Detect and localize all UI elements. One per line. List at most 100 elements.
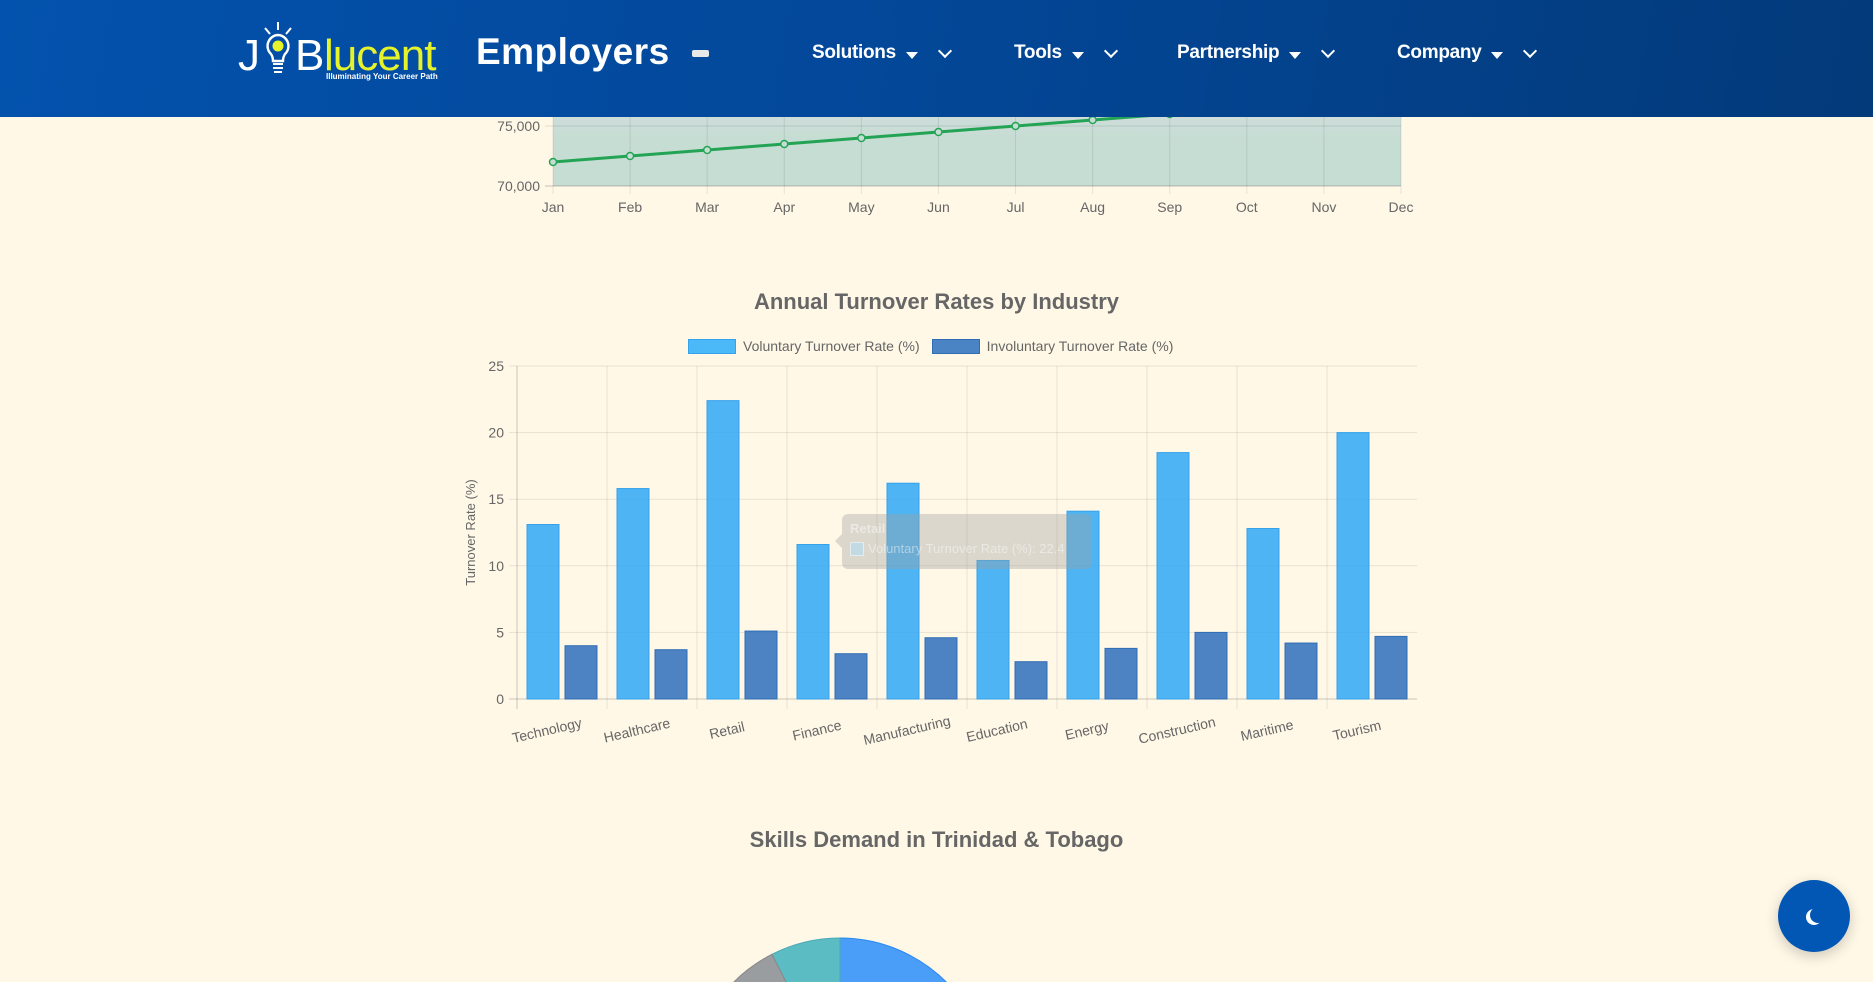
bar-involuntary[interactable] xyxy=(834,653,868,700)
dark-mode-toggle[interactable] xyxy=(1778,880,1850,952)
line-point xyxy=(934,127,943,137)
bar-voluntary[interactable] xyxy=(616,488,650,700)
logo-letter-j: J xyxy=(238,31,260,80)
y-axis-label: Turnover Rate (%) xyxy=(463,479,478,585)
x-tick-label: Healthcare xyxy=(602,715,672,746)
x-tick-label: Jun xyxy=(927,199,950,215)
x-tick-label: Construction xyxy=(1137,713,1217,746)
bar-involuntary[interactable] xyxy=(1194,631,1228,700)
bar-involuntary[interactable] xyxy=(564,645,598,700)
nav-company[interactable]: Company xyxy=(1397,41,1538,65)
chevron-down-icon[interactable] xyxy=(1523,43,1538,59)
line-series xyxy=(552,106,1247,164)
x-tick-label: Technology xyxy=(511,714,584,746)
x-tick-label: Oct xyxy=(1236,199,1258,215)
nav-partnership-label: Partnership xyxy=(1177,42,1280,63)
x-tick-label: Retail xyxy=(708,718,746,742)
bar-voluntary[interactable] xyxy=(1336,432,1370,700)
caret-down-icon xyxy=(1289,51,1302,59)
x-tick-label: Jan xyxy=(542,199,565,215)
bar-involuntary[interactable] xyxy=(744,630,778,700)
x-tick-label: Nov xyxy=(1311,199,1336,215)
tooltip-body: Voluntary Turnover Rate (%): 22.4 xyxy=(850,541,1065,556)
logo-tagline: Illuminating Your Career Path xyxy=(326,72,438,81)
nav-tools-label: Tools xyxy=(1014,42,1062,63)
turnover-bar-chart: 0 5 10 15 20 25 Turnover Rate (%) Technology Hea… xyxy=(463,358,1417,748)
x-tick-label: Dec xyxy=(1389,199,1414,215)
caret-down-icon xyxy=(1071,51,1084,59)
bar-voluntary[interactable] xyxy=(796,543,830,700)
page-section-title: Employers xyxy=(476,31,670,72)
chevron-down-icon[interactable] xyxy=(937,43,952,59)
logo-wordmark: lucent xyxy=(324,31,436,80)
turnover-chart-legend: Voluntary Turnover Rate (%) Involuntary … xyxy=(688,338,1185,354)
y-tick-label: 25 xyxy=(488,358,504,374)
bar-involuntary[interactable] xyxy=(1014,661,1048,700)
chevron-down-icon[interactable] xyxy=(1321,43,1336,59)
site-header: J B lucent Illuminating Your Career Path… xyxy=(0,0,1873,117)
bar-voluntary[interactable] xyxy=(1066,510,1100,700)
bar-voluntary[interactable] xyxy=(1246,528,1280,700)
x-tick-label: May xyxy=(848,199,874,215)
bar-involuntary[interactable] xyxy=(1374,635,1408,700)
line-point xyxy=(857,133,866,143)
bar-involuntary[interactable] xyxy=(1104,647,1138,700)
nav-tools[interactable]: Tools xyxy=(1014,41,1118,65)
chevron-down-icon[interactable] xyxy=(1103,43,1118,59)
legend-label-voluntary: Voluntary Turnover Rate (%) xyxy=(743,338,920,354)
pie-slice xyxy=(839,937,947,982)
legend-item-involuntary[interactable]: Involuntary Turnover Rate (%) xyxy=(931,338,1173,354)
x-tick-label: Feb xyxy=(618,199,642,215)
jobblucent-logo[interactable]: J B lucent Illuminating Your Career Path xyxy=(236,22,440,84)
pie-slice xyxy=(733,953,787,982)
bar-voluntary[interactable] xyxy=(976,559,1010,700)
chart-tooltip: Retail Voluntary Turnover Rate (%): 22.4 xyxy=(835,514,1092,569)
y-tick-label: 70,000 xyxy=(497,178,540,194)
nav-solutions-label: Solutions xyxy=(812,42,896,63)
caret-down-icon xyxy=(905,51,918,59)
logo-letter-b: B xyxy=(295,31,324,80)
legend-swatch-voluntary xyxy=(688,338,736,354)
x-tick-label: Tourism xyxy=(1331,717,1382,744)
bar-involuntary[interactable] xyxy=(654,649,688,700)
tooltip-title: Retail xyxy=(850,521,886,536)
y-tick-label: 20 xyxy=(488,425,504,441)
x-tick-label: Aug xyxy=(1080,199,1105,215)
x-tick-label: Maritime xyxy=(1239,716,1295,744)
line-point xyxy=(702,145,712,155)
bar-voluntary[interactable] xyxy=(526,524,560,700)
x-tick-label: Finance xyxy=(791,717,843,744)
bar-voluntary[interactable] xyxy=(886,482,920,700)
y-tick-label: 15 xyxy=(488,491,504,507)
caret-down-icon xyxy=(1491,51,1504,59)
turnover-chart-title: Annual Turnover Rates by Industry xyxy=(753,289,1120,314)
skills-chart-title: Skills Demand in Trinidad & Tobago xyxy=(749,827,1124,852)
line-point xyxy=(625,151,635,161)
legend-item-voluntary[interactable]: Voluntary Turnover Rate (%) xyxy=(688,338,920,354)
x-tick-label: Mar xyxy=(695,199,719,215)
bar-involuntary[interactable] xyxy=(924,637,958,700)
line-point xyxy=(1011,121,1020,131)
nav-partnership[interactable]: Partnership xyxy=(1177,41,1336,65)
bar-involuntary[interactable] xyxy=(1284,642,1318,700)
minus-icon[interactable] xyxy=(692,50,709,57)
lightbulb-icon xyxy=(264,22,292,73)
skills-pie-chart xyxy=(733,937,947,982)
nav-solutions[interactable]: Solutions xyxy=(812,41,952,65)
line-point xyxy=(548,157,558,167)
bar-voluntary[interactable] xyxy=(1156,452,1190,700)
tooltip-label: Voluntary Turnover Rate (%): 22.4 xyxy=(868,541,1065,556)
x-tick-label: Jul xyxy=(1007,199,1025,215)
bar-voluntary[interactable] xyxy=(706,400,740,700)
tooltip-swatch xyxy=(850,541,864,556)
legend-swatch-involuntary xyxy=(931,338,980,354)
x-tick-label: Manufacturing xyxy=(862,712,952,748)
x-tick-label: Education xyxy=(965,715,1029,745)
x-tick-label: Energy xyxy=(1063,717,1110,743)
y-tick-label: 5 xyxy=(496,624,504,640)
nav-company-label: Company xyxy=(1397,42,1482,63)
y-tick-label: 75,000 xyxy=(497,118,540,134)
line-point xyxy=(780,139,789,149)
x-tick-label: Sep xyxy=(1157,199,1182,215)
moon-icon xyxy=(1810,907,1826,923)
